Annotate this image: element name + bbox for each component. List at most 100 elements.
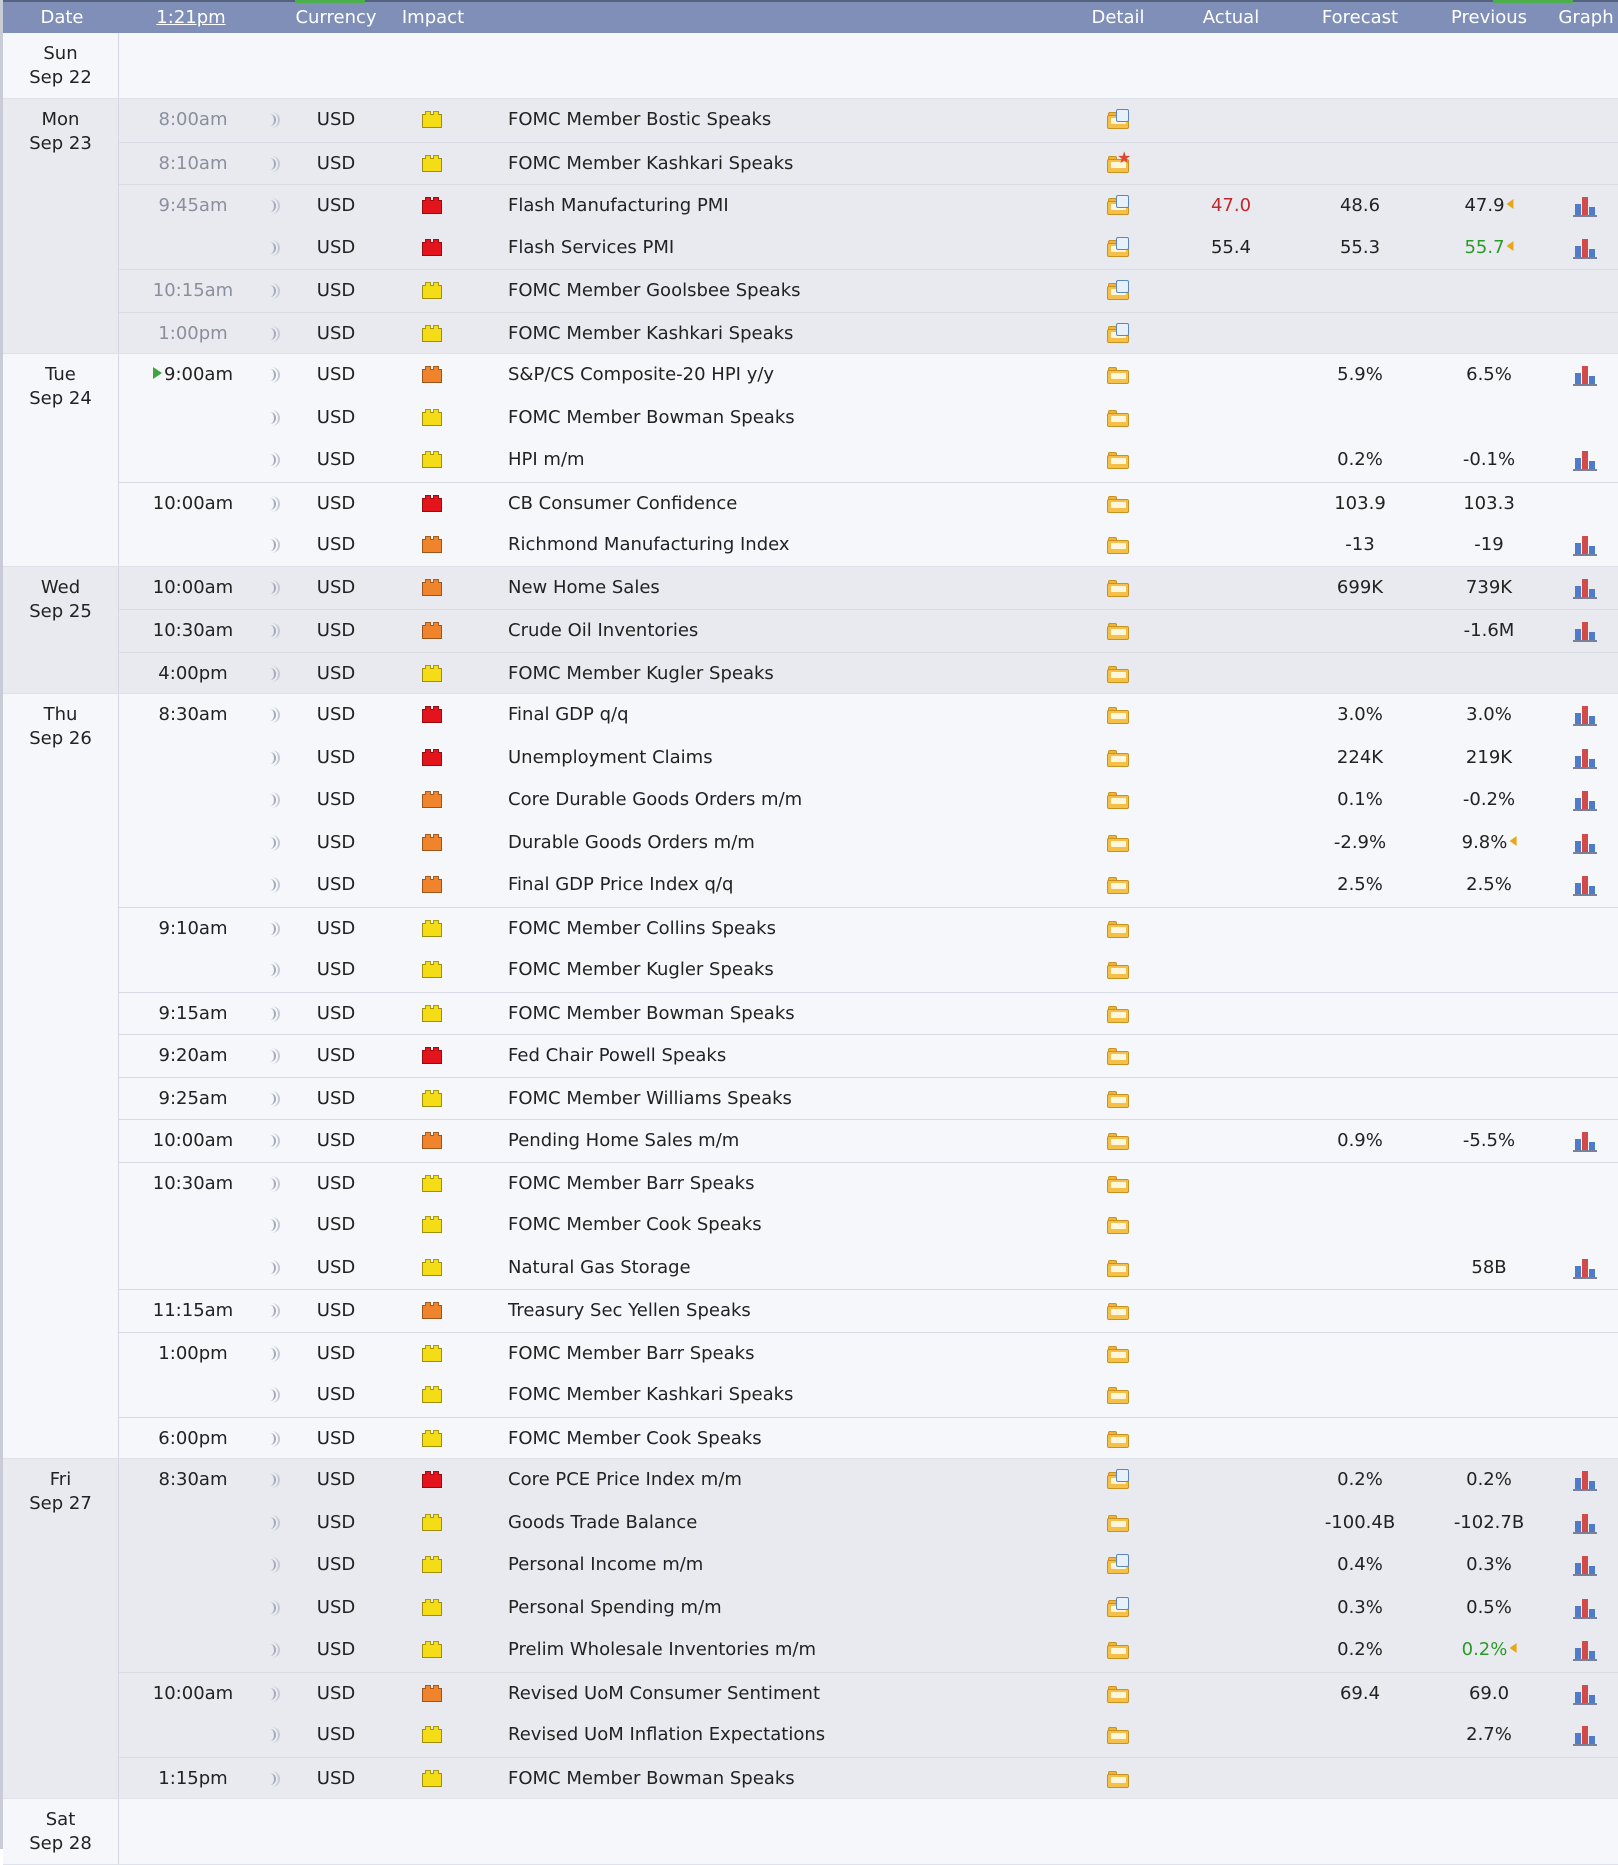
detail-folder-icon[interactable]	[1107, 622, 1131, 640]
event-title[interactable]: Prelim Wholesale Inventories m/m	[508, 1639, 817, 1660]
bar-chart-icon[interactable]	[1573, 237, 1599, 259]
sound-alert-icon[interactable]	[265, 198, 280, 214]
sound-alert-icon[interactable]	[265, 792, 280, 808]
bar-chart-icon[interactable]	[1573, 1512, 1599, 1534]
event-title[interactable]: FOMC Member Williams Speaks	[508, 1087, 792, 1109]
bar-chart-icon[interactable]	[1573, 1639, 1599, 1661]
sound-alert-icon[interactable]	[265, 877, 280, 893]
sound-alert-icon[interactable]	[265, 239, 280, 256]
header-time-link[interactable]: 1:21pm	[156, 7, 226, 28]
bar-chart-icon[interactable]	[1573, 1130, 1599, 1152]
sound-alert-icon[interactable]	[265, 707, 280, 723]
detail-folder-icon[interactable]	[1107, 1345, 1131, 1363]
event-title[interactable]: FOMC Member Kashkari Speaks	[508, 322, 794, 344]
sound-alert-icon[interactable]	[265, 1472, 280, 1488]
event-title[interactable]: Crude Oil Inventories	[508, 620, 699, 641]
detail-folder-icon[interactable]	[1107, 579, 1131, 597]
detail-folder-icon[interactable]	[1107, 706, 1131, 724]
event-title[interactable]: Personal Income m/m	[508, 1554, 704, 1575]
sound-alert-icon[interactable]	[265, 409, 280, 426]
sound-alert-icon[interactable]	[265, 1685, 280, 1702]
event-title[interactable]: HPI m/m	[508, 449, 585, 470]
bar-chart-icon[interactable]	[1573, 747, 1599, 769]
detail-folder-icon[interactable]	[1107, 920, 1131, 938]
detail-folder-icon[interactable]	[1107, 1005, 1131, 1023]
bar-chart-icon[interactable]	[1573, 195, 1599, 217]
detail-folder-icon[interactable]	[1107, 1685, 1131, 1703]
detail-folder-icon[interactable]	[1107, 409, 1131, 427]
event-title[interactable]: FOMC Member Barr Speaks	[508, 1342, 755, 1364]
detail-page-folder-icon[interactable]	[1107, 195, 1131, 215]
event-title[interactable]: Revised UoM Consumer Sentiment	[508, 1682, 821, 1704]
detail-page-folder-icon[interactable]	[1107, 1469, 1131, 1489]
event-title[interactable]: Revised UoM Inflation Expectations	[508, 1724, 826, 1745]
sound-alert-icon[interactable]	[265, 155, 280, 172]
detail-folder-icon[interactable]	[1107, 1430, 1131, 1448]
sound-alert-icon[interactable]	[265, 495, 280, 512]
bar-chart-icon[interactable]	[1573, 449, 1599, 471]
event-title[interactable]: FOMC Member Kashkari Speaks	[508, 1384, 794, 1405]
detail-folder-icon[interactable]	[1107, 495, 1131, 513]
sound-alert-icon[interactable]	[265, 749, 280, 766]
bar-chart-icon[interactable]	[1573, 789, 1599, 811]
sound-alert-icon[interactable]	[265, 1557, 280, 1573]
sound-alert-icon[interactable]	[265, 623, 280, 639]
detail-folder-icon[interactable]	[1107, 1175, 1131, 1193]
sound-alert-icon[interactable]	[265, 1259, 280, 1276]
sound-alert-icon[interactable]	[265, 920, 280, 937]
event-title[interactable]: FOMC Member Cook Speaks	[508, 1427, 762, 1449]
sound-alert-icon[interactable]	[265, 537, 280, 553]
detail-folder-icon[interactable]	[1107, 536, 1131, 554]
event-title[interactable]: FOMC Member Bostic Speaks	[508, 109, 772, 130]
event-title[interactable]: Unemployment Claims	[508, 746, 713, 768]
event-title[interactable]: Pending Home Sales m/m	[508, 1130, 740, 1151]
sound-alert-icon[interactable]	[265, 1048, 280, 1064]
bar-chart-icon[interactable]	[1573, 620, 1599, 642]
detail-folder-icon[interactable]	[1107, 749, 1131, 767]
event-title[interactable]: Fed Chair Powell Speaks	[508, 1045, 727, 1066]
detail-folder-icon[interactable]	[1107, 1216, 1131, 1234]
sound-alert-icon[interactable]	[265, 325, 280, 342]
event-title[interactable]: Personal Spending m/m	[508, 1596, 722, 1618]
detail-folder-icon[interactable]	[1107, 876, 1131, 894]
bar-chart-icon[interactable]	[1573, 1257, 1599, 1279]
event-title[interactable]: Goods Trade Balance	[508, 1511, 698, 1533]
detail-folder-icon[interactable]	[1107, 366, 1131, 384]
event-title[interactable]: Core PCE Price Index m/m	[508, 1469, 742, 1490]
sound-alert-icon[interactable]	[265, 962, 280, 978]
detail-page-folder-icon[interactable]	[1107, 1554, 1131, 1574]
bar-chart-icon[interactable]	[1573, 1554, 1599, 1576]
event-title[interactable]: FOMC Member Kugler Speaks	[508, 662, 774, 684]
bar-chart-icon[interactable]	[1573, 832, 1599, 854]
sound-alert-icon[interactable]	[265, 112, 280, 128]
bar-chart-icon[interactable]	[1573, 874, 1599, 896]
detail-folder-icon[interactable]	[1107, 1641, 1131, 1659]
event-title[interactable]: Natural Gas Storage	[508, 1256, 691, 1278]
detail-starred-folder-icon[interactable]: ★	[1107, 149, 1131, 173]
detail-folder-icon[interactable]	[1107, 791, 1131, 809]
detail-folder-icon[interactable]	[1107, 961, 1131, 979]
detail-folder-icon[interactable]	[1107, 1726, 1131, 1744]
bar-chart-icon[interactable]	[1573, 1683, 1599, 1705]
sound-alert-icon[interactable]	[265, 1175, 280, 1192]
sound-alert-icon[interactable]	[265, 1005, 280, 1022]
sound-alert-icon[interactable]	[265, 1514, 280, 1531]
event-title[interactable]: Durable Goods Orders m/m	[508, 831, 755, 853]
sound-alert-icon[interactable]	[265, 1430, 280, 1447]
detail-folder-icon[interactable]	[1107, 1259, 1131, 1277]
event-title[interactable]: FOMC Member Bowman Speaks	[508, 406, 795, 428]
sound-alert-icon[interactable]	[265, 1090, 280, 1107]
event-title[interactable]: FOMC Member Bowman Speaks	[508, 1767, 795, 1789]
event-title[interactable]: Final GDP Price Index q/q	[508, 874, 734, 895]
sound-alert-icon[interactable]	[265, 665, 280, 682]
event-title[interactable]: FOMC Member Bowman Speaks	[508, 1002, 795, 1024]
sound-alert-icon[interactable]	[265, 834, 280, 851]
event-title[interactable]: FOMC Member Kugler Speaks	[508, 959, 774, 980]
bar-chart-icon[interactable]	[1573, 577, 1599, 599]
event-title[interactable]: Final GDP q/q	[508, 704, 629, 725]
event-title[interactable]: Flash Services PMI	[508, 236, 675, 258]
event-title[interactable]: CB Consumer Confidence	[508, 492, 738, 514]
event-title[interactable]: S&P/CS Composite-20 HPI y/y	[508, 364, 775, 385]
event-title[interactable]: FOMC Member Goolsbee Speaks	[508, 280, 801, 301]
sound-alert-icon[interactable]	[265, 367, 280, 383]
